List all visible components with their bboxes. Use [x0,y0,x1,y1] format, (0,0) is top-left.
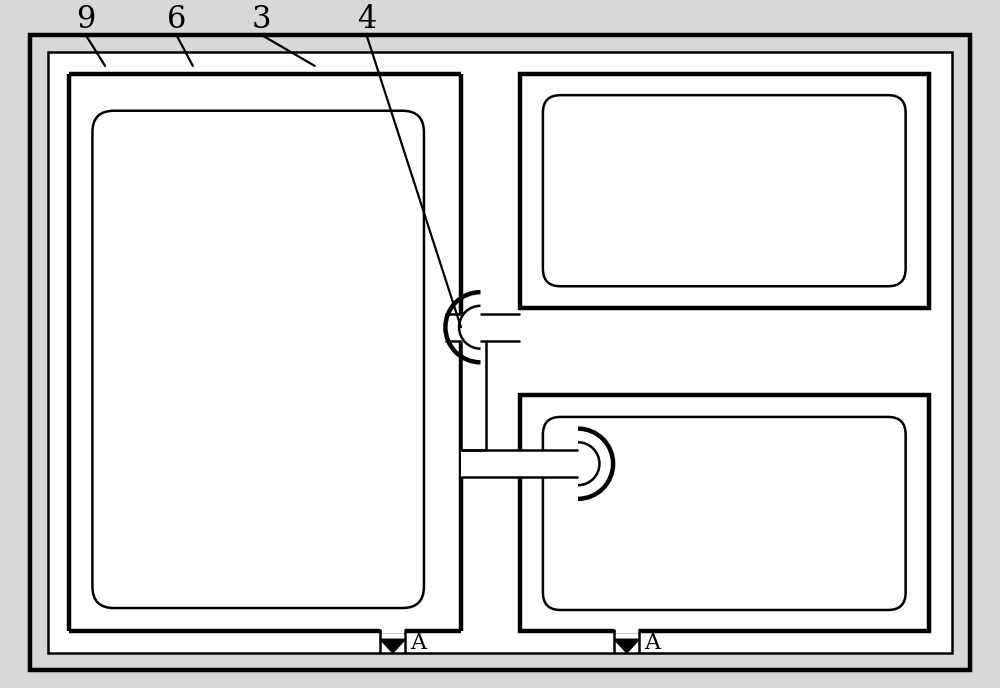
Bar [480,314,520,341]
Bar [614,627,639,634]
Text: 9: 9 [76,3,95,34]
FancyBboxPatch shape [543,417,906,610]
Polygon shape [380,639,405,653]
Bar [520,74,929,308]
Text: 4: 4 [357,3,376,34]
Bar [48,52,952,653]
Bar [520,396,929,632]
Polygon shape [614,639,639,653]
Bar [461,341,486,450]
FancyBboxPatch shape [543,95,906,286]
Text: A: A [644,632,660,654]
Text: A: A [410,632,426,654]
Bar [71,75,459,630]
Bar [380,627,405,634]
Text: 3: 3 [251,3,271,34]
FancyBboxPatch shape [92,111,424,608]
Bar [516,314,523,341]
Bar [516,450,523,477]
Bar [461,450,578,477]
Bar [445,314,461,341]
Text: 6: 6 [167,3,186,34]
